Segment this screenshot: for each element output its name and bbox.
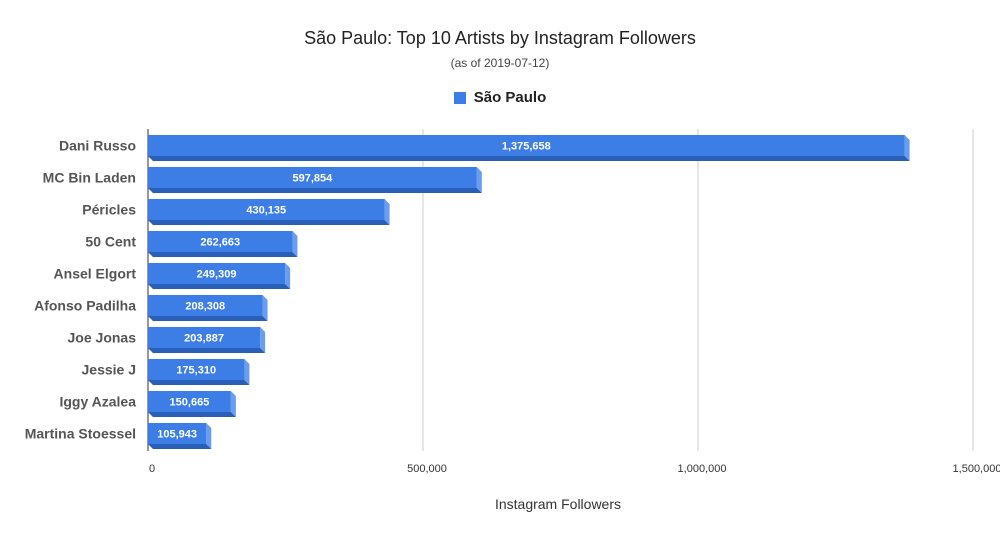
bar-value-label: 249,309 [197, 269, 237, 281]
bar-side [476, 167, 482, 193]
x-axis-label: Instagram Followers [494, 496, 622, 512]
bar-side [206, 423, 212, 449]
bar-bottom [148, 156, 910, 161]
bar [148, 231, 293, 252]
bar-bottom [148, 444, 212, 449]
category-label: MC Bin Laden [43, 170, 136, 186]
bar [148, 391, 231, 412]
category-label: Joe Jonas [68, 330, 137, 346]
bar-side [244, 359, 250, 385]
category-label: Martina Stoessel [25, 426, 136, 442]
bar-bottom [148, 252, 298, 257]
bar [148, 359, 245, 380]
bar [148, 167, 477, 188]
bar-value-label: 203,887 [184, 333, 224, 345]
bar-side [292, 231, 298, 257]
x-tick-label: 1,000,000 [678, 463, 727, 475]
bar-side [384, 199, 390, 225]
bar-value-label: 430,135 [246, 205, 286, 217]
bar-bottom [148, 380, 250, 385]
bar-value-label: 208,308 [185, 301, 225, 313]
bar-value-label: 105,943 [157, 429, 197, 441]
bar [148, 423, 207, 444]
bar-bottom [148, 412, 236, 417]
category-label: Iggy Azalea [59, 394, 136, 410]
category-label: 50 Cent [85, 234, 136, 250]
category-label: Péricles [82, 202, 136, 218]
chart-title: São Paulo: Top 10 Artists by Instagram F… [304, 28, 696, 48]
bar-bottom [148, 220, 390, 225]
bar-side [260, 327, 266, 353]
category-label: Jessie J [82, 362, 137, 378]
legend-label: São Paulo [473, 89, 547, 106]
category-label: Afonso Padilha [34, 298, 136, 314]
bar [148, 263, 286, 284]
bar [148, 327, 261, 348]
bar [148, 295, 263, 316]
chart-subtitle: (as of 2019-07-12) [450, 56, 550, 70]
x-tick-label: 1,500,000 [953, 463, 1000, 475]
bar-side [904, 135, 910, 161]
bar [148, 135, 905, 156]
bar-value-label: 1,375,658 [502, 141, 551, 153]
bar-value-label: 597,854 [293, 173, 334, 185]
legend-swatch [453, 91, 466, 104]
bar-bottom [148, 188, 482, 193]
bar-bottom [148, 284, 291, 289]
category-label: Ansel Elgort [54, 266, 137, 282]
x-tick-label: 500,000 [407, 463, 447, 475]
x-tick-label: 0 [149, 463, 155, 475]
bar [148, 199, 385, 220]
bar-side [285, 263, 291, 289]
bar-bottom [148, 348, 266, 353]
bar-value-label: 262,663 [200, 237, 240, 249]
bar-value-label: 175,310 [176, 365, 216, 377]
bar-value-label: 150,665 [170, 397, 210, 409]
bar-side [262, 295, 268, 321]
category-label: Dani Russo [59, 138, 136, 154]
legend: São Paulo [0, 89, 1000, 106]
bar-side [230, 391, 236, 417]
bar-bottom [148, 316, 268, 321]
